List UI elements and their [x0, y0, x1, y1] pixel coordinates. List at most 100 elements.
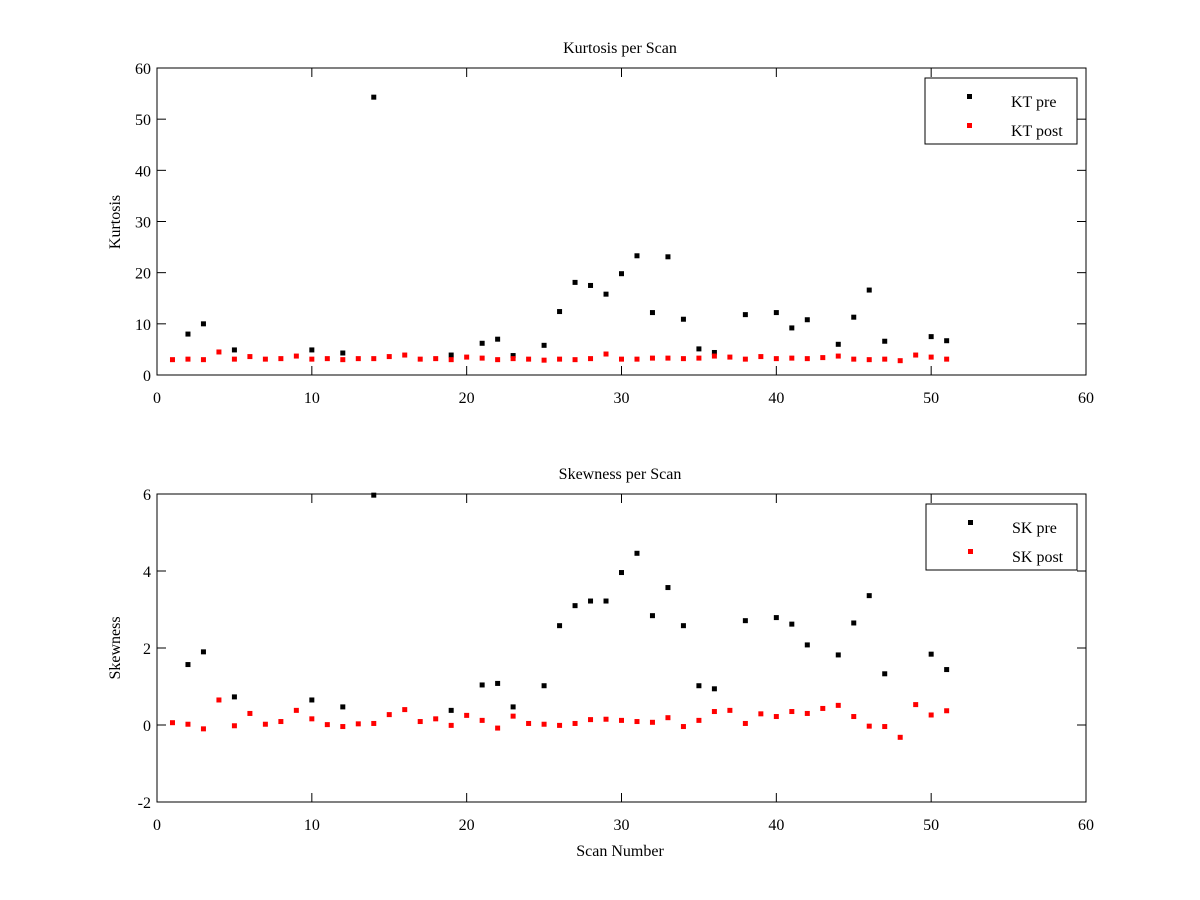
point-sk-post	[649, 719, 655, 725]
point-kt-pre	[572, 279, 578, 285]
point-sk-post	[495, 725, 501, 731]
point-sk-post	[402, 707, 408, 713]
point-sk-pre	[928, 651, 934, 657]
point-sk-pre	[851, 620, 857, 626]
point-kt-post	[758, 354, 764, 360]
point-kt-post	[510, 356, 516, 362]
point-kt-post	[727, 354, 733, 360]
point-kt-pre	[448, 352, 454, 358]
point-kt-post	[944, 356, 950, 362]
point-kt-pre	[603, 291, 609, 297]
point-kt-post	[742, 356, 748, 362]
point-sk-post	[711, 709, 717, 715]
point-sk-post	[200, 726, 206, 732]
point-kt-post	[402, 352, 408, 358]
point-sk-pre	[944, 667, 950, 673]
point-kt-post	[665, 355, 671, 361]
skewness-xtick-label: 50	[923, 817, 939, 834]
point-kt-pre	[495, 336, 501, 342]
skewness-xtick-label: 20	[459, 817, 475, 834]
point-sk-pre	[479, 682, 485, 688]
point-kt-pre	[200, 321, 206, 327]
skewness-ytick-label: 2	[143, 641, 151, 658]
point-sk-post	[634, 719, 640, 725]
point-sk-post	[789, 709, 795, 715]
point-kt-post	[262, 356, 268, 362]
point-kt-post	[448, 357, 454, 363]
point-kt-pre	[557, 309, 563, 315]
kurtosis-panel: Kurtosis per Scan 0 10 20 30 40 50 60 0 10 20 30 40…	[107, 40, 1094, 407]
point-kt-post	[185, 356, 191, 362]
point-kt-post	[711, 353, 717, 359]
point-kt-post	[851, 356, 857, 362]
skewness-xtick-label: 10	[304, 817, 320, 834]
point-sk-pre	[541, 683, 547, 689]
point-kt-pre	[619, 271, 624, 277]
point-sk-pre	[371, 492, 377, 498]
kurtosis-xtick-label: 40	[768, 390, 784, 407]
point-kt-post	[340, 357, 346, 363]
point-sk-pre	[773, 615, 779, 621]
point-sk-pre	[340, 704, 346, 710]
point-kt-post	[882, 356, 888, 362]
point-kt-post	[649, 355, 655, 361]
point-sk-post	[773, 714, 779, 720]
point-sk-pre	[649, 613, 655, 619]
point-sk-post	[572, 720, 578, 726]
point-kt-post	[324, 356, 330, 362]
skewness-legend: SK pre SK post	[925, 503, 1078, 571]
point-kt-pre	[804, 317, 810, 323]
point-kt-pre	[851, 314, 857, 320]
point-sk-pre	[665, 585, 671, 591]
point-sk-pre	[510, 704, 516, 710]
point-sk-post	[464, 712, 470, 718]
point-kt-pre	[634, 253, 640, 259]
point-kt-post	[200, 357, 206, 363]
point-kt-pre	[696, 346, 702, 352]
point-sk-pre	[696, 683, 702, 689]
point-sk-post	[324, 722, 330, 728]
point-kt-post	[789, 355, 795, 361]
point-kt-post	[696, 355, 702, 361]
point-kt-pre	[944, 338, 950, 344]
point-kt-pre	[649, 310, 655, 316]
point-kt-pre	[340, 350, 346, 356]
point-kt-pre	[680, 316, 686, 322]
point-sk-post	[355, 721, 361, 727]
point-sk-post	[727, 707, 733, 713]
kurtosis-ytick-label: 30	[135, 215, 151, 232]
point-kt-pre	[789, 325, 795, 331]
point-kt-post	[820, 355, 826, 361]
point-sk-pre	[309, 697, 315, 703]
point-kt-post	[866, 357, 872, 363]
point-sk-post	[804, 710, 810, 716]
skewness-ytick-label: -2	[138, 795, 151, 812]
point-sk-post	[882, 724, 888, 730]
point-kt-pre	[882, 338, 888, 344]
point-sk-post	[851, 714, 857, 720]
legend-marker-kt-post	[967, 123, 972, 128]
point-sk-post	[278, 719, 284, 725]
point-sk-pre	[711, 686, 717, 692]
kurtosis-xtick-label: 0	[153, 390, 161, 407]
point-kt-post	[355, 356, 361, 362]
point-sk-pre	[619, 570, 624, 576]
point-sk-pre	[572, 603, 578, 609]
point-sk-post	[169, 720, 175, 726]
point-sk-pre	[866, 593, 872, 599]
point-sk-post	[247, 710, 253, 716]
point-kt-post	[495, 357, 501, 363]
legend-marker-sk-pre	[968, 520, 973, 525]
point-kt-post	[293, 353, 299, 359]
point-kt-pre	[231, 347, 237, 353]
skewness-ytick-label: 4	[143, 564, 151, 581]
point-sk-pre	[742, 618, 748, 624]
skewness-data-points	[169, 492, 950, 740]
point-kt-pre	[510, 353, 516, 359]
point-sk-post	[448, 722, 454, 728]
point-kt-post	[572, 357, 578, 363]
point-sk-post	[231, 723, 237, 729]
point-sk-pre	[231, 694, 237, 700]
point-kt-post	[541, 357, 547, 363]
